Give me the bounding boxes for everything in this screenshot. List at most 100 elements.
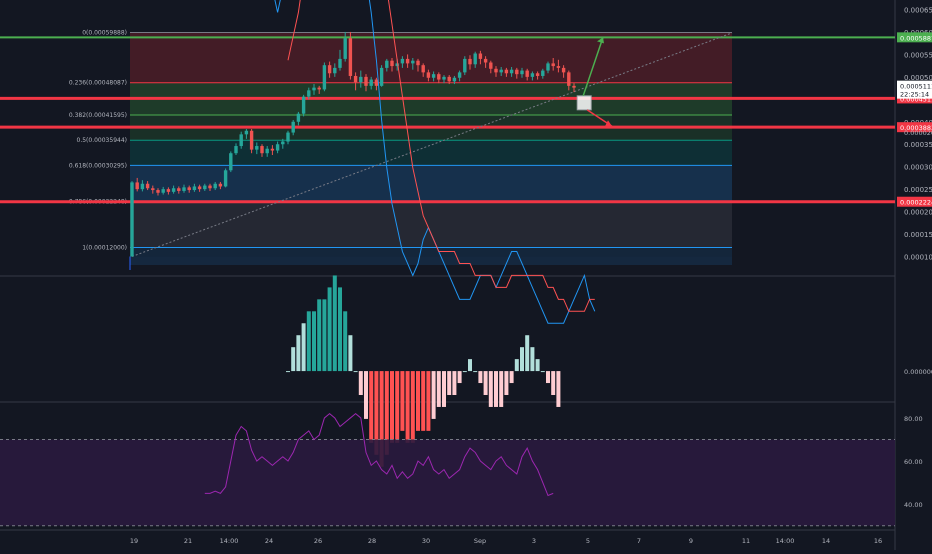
macd-histogram-bar	[530, 347, 535, 372]
price-tick-label: 0.00010000	[904, 254, 932, 262]
candle-body	[509, 69, 514, 74]
macd-tick-label: 0.0000200	[904, 129, 932, 137]
candle-body	[520, 70, 524, 75]
trend-line-dashed[interactable]	[131, 32, 733, 257]
fib-label-0.382: 0.382(0.00041595)	[69, 112, 127, 119]
candle-body	[353, 75, 358, 83]
green-arrow-line[interactable]	[582, 37, 604, 97]
macd-pane	[274, 0, 596, 467]
time-tick-label: 28	[368, 537, 376, 545]
rsi-tick-label: 60.00	[904, 458, 923, 466]
macd-histogram-bar	[499, 371, 504, 407]
candle-body	[234, 146, 238, 154]
price-label-red-line-3	[897, 196, 932, 207]
macd-histogram-bar	[306, 311, 311, 372]
rsi-band	[0, 439, 895, 526]
time-tick-label: Sep	[474, 537, 486, 545]
candle-body	[530, 73, 535, 77]
fib-zone-0	[130, 32, 732, 83]
time-tick-label: 21	[184, 537, 192, 545]
candle-body	[572, 85, 576, 88]
macd-histogram-bar	[462, 371, 467, 373]
macd-tick-label: 0.0000000	[904, 368, 932, 376]
macd-histogram-bar	[473, 371, 478, 373]
candle-body	[312, 87, 316, 91]
candle-body	[203, 185, 207, 190]
candle-body	[379, 67, 384, 86]
fib-zone-extension	[130, 256, 732, 265]
macd-histogram-bar	[338, 287, 342, 372]
candle-body	[437, 74, 441, 80]
trend-line	[131, 32, 733, 257]
macd-histogram-bar	[364, 371, 368, 419]
candle-body	[255, 146, 259, 150]
candle-body	[249, 130, 254, 150]
candle-body	[301, 96, 306, 114]
macd-histogram-bar	[483, 371, 488, 395]
macd-line	[274, 0, 596, 324]
macd-histogram-bar	[520, 347, 524, 372]
candle-body	[171, 188, 176, 192]
time-tick-label: 7	[637, 537, 641, 545]
macd-histogram-bar	[525, 335, 530, 372]
macd-histogram-bar	[286, 371, 290, 373]
macd-histogram-bar	[358, 371, 363, 395]
price-label-resistance-green	[897, 32, 932, 43]
candle-body	[463, 58, 467, 73]
candle-body	[525, 70, 529, 77]
time-tick-label: 16	[874, 537, 882, 545]
candle-body	[197, 186, 202, 190]
candles	[130, 31, 576, 257]
candle-body	[322, 65, 327, 90]
horizontal-lines	[0, 36, 895, 204]
macd-histogram-bar	[457, 371, 462, 384]
fib-label-0.236: 0.236(0.00048087)	[69, 80, 127, 87]
candle-body	[385, 60, 389, 68]
candle-body	[270, 148, 275, 151]
macd-histogram-bar	[379, 371, 384, 467]
macd-histogram-bar	[291, 347, 296, 372]
price-tick-label: 0.00030000	[904, 164, 932, 172]
price-label-text: 0.0005887	[900, 34, 932, 42]
macd-histogram-bar	[514, 359, 519, 372]
macd-histogram-bar	[556, 371, 561, 407]
macd-histogram-bar	[426, 371, 431, 431]
candle-body	[359, 76, 363, 83]
candle-body	[400, 58, 405, 64]
candle-body	[229, 153, 233, 171]
macd-histogram-bar	[452, 371, 457, 395]
current-price-label: 0.00051115	[900, 83, 932, 91]
candle-body	[161, 189, 165, 193]
candle-body	[338, 58, 342, 68]
macd-histogram-bar	[395, 371, 400, 443]
candle-body	[561, 67, 566, 73]
projection-box[interactable]	[576, 95, 592, 111]
candle-body	[504, 69, 509, 74]
macd-histogram-bar	[551, 371, 556, 395]
time-tick-label: 5	[586, 537, 590, 545]
macd-histogram-bar	[447, 371, 452, 395]
candle-body	[327, 65, 332, 74]
candle-body	[369, 79, 373, 86]
candle-body	[483, 58, 488, 63]
macd-histogram-bar	[421, 371, 426, 431]
time-tick-label: 14	[822, 537, 830, 545]
price-tick-label: 0.00025000	[904, 186, 932, 194]
fib-zone-0.786	[130, 201, 732, 248]
candle-body	[535, 73, 540, 76]
macd-histogram-bar	[494, 371, 498, 407]
candle-body	[499, 69, 503, 73]
price-tick-label: 0.00050000	[904, 74, 932, 82]
candle-body	[457, 72, 462, 78]
time-tick-label: 19	[130, 537, 138, 545]
candle-body	[442, 76, 446, 80]
time-tick-label: 30	[422, 537, 430, 545]
candle-body	[213, 183, 217, 189]
candle-body	[166, 189, 171, 192]
macd-histogram-bar	[374, 371, 379, 455]
candle-body	[411, 60, 415, 64]
fib-retracement: 0(0.00059888) 0.236(0.00048087) 0.382(0.00…	[69, 29, 732, 270]
candle-body	[281, 141, 285, 145]
candle-body	[426, 72, 431, 78]
